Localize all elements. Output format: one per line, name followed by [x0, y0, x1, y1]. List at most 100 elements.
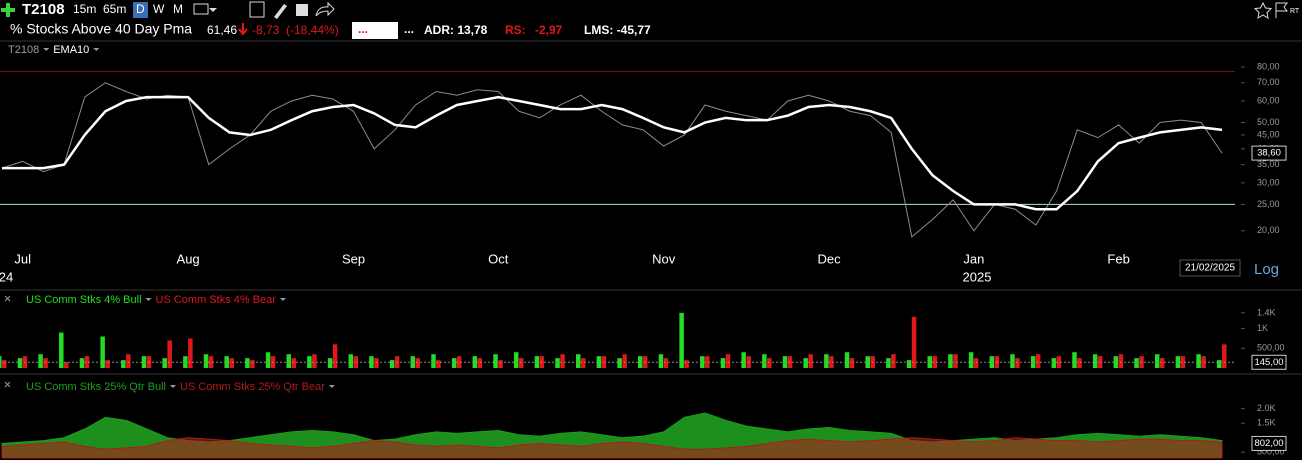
- bar: [105, 360, 110, 368]
- bar: [188, 338, 193, 368]
- bar: [472, 356, 478, 368]
- y-tick-label: 30,00: [1257, 177, 1280, 187]
- year-label: 24: [0, 269, 13, 284]
- bar: [100, 336, 105, 368]
- add-icon[interactable]: [1, 3, 15, 17]
- dropdown-icon[interactable]: [209, 8, 217, 12]
- bar: [167, 340, 172, 368]
- legend-dropdown: [169, 385, 176, 388]
- bar: [808, 354, 813, 368]
- bar: [1217, 360, 1222, 368]
- y-tick-label: 50,00: [1257, 117, 1280, 127]
- interval[interactable]: W: [153, 2, 165, 16]
- bar: [312, 354, 317, 368]
- adr: ADR: 13,78: [424, 23, 488, 37]
- bar: [79, 358, 85, 368]
- panel: US Comm Stks 25% Qtr Bull US Comm Stks 25…: [1, 381, 1287, 459]
- interval[interactable]: M: [173, 2, 183, 16]
- y-tick-label: 1.5K: [1257, 418, 1276, 428]
- bar: [575, 354, 581, 368]
- bar: [658, 354, 664, 368]
- bar: [1010, 354, 1015, 368]
- year-label: 2025: [963, 269, 992, 284]
- bar: [787, 356, 793, 368]
- bar: [1015, 358, 1020, 368]
- last-value-label: 38,60: [1257, 148, 1281, 159]
- y-tick-label: 1K: [1257, 323, 1268, 333]
- bar: [141, 356, 147, 368]
- bar: [601, 356, 607, 368]
- draw-icon[interactable]: [274, 4, 287, 19]
- y-tick-label: 2.0K: [1257, 403, 1276, 413]
- bar: [456, 356, 462, 368]
- bar: [1222, 344, 1227, 368]
- star-icon[interactable]: [1253, 1, 1273, 19]
- bar: [1072, 352, 1077, 368]
- last-price: 61,46: [207, 23, 237, 37]
- bar: [891, 354, 896, 368]
- bar: [374, 358, 379, 368]
- interval[interactable]: D: [136, 2, 145, 16]
- date-box: [1179, 259, 1241, 277]
- last-value-label: 145,00: [1254, 357, 1283, 368]
- bar: [580, 358, 586, 368]
- x-tick-label: Sep: [342, 251, 365, 266]
- bar: [1154, 354, 1160, 368]
- flag-icon[interactable]: [1275, 2, 1288, 18]
- bar: [1092, 354, 1098, 368]
- area: [1, 437, 1223, 459]
- bar: [617, 358, 622, 368]
- bar: [973, 358, 979, 368]
- legend-dropdown: [145, 298, 152, 301]
- bar: [2, 360, 7, 368]
- bar: [829, 356, 834, 368]
- y-tick-label: 20,00: [1257, 225, 1280, 235]
- template-icon[interactable]: [296, 4, 308, 16]
- calc-icon[interactable]: [249, 1, 265, 18]
- y-tick-label: 45,00: [1257, 129, 1280, 139]
- interval[interactable]: 65m: [103, 2, 126, 16]
- close-icon[interactable]: [4, 381, 11, 388]
- bar: [1159, 358, 1165, 368]
- bar: [1180, 356, 1186, 368]
- legend-entry: T2108: [8, 44, 39, 56]
- bar: [865, 356, 870, 368]
- bar: [679, 312, 684, 368]
- bar: [43, 358, 48, 368]
- bar: [886, 358, 891, 368]
- chart-type-icon[interactable]: [193, 3, 209, 15]
- line: [1, 82, 1223, 238]
- flag: ...: [358, 22, 368, 36]
- bar: [17, 358, 23, 368]
- bar: [968, 352, 974, 368]
- legend-dropdown: [328, 385, 335, 388]
- bar: [208, 356, 214, 368]
- last-value-label: 802,00: [1254, 438, 1283, 449]
- bar: [493, 354, 498, 368]
- bar: [1196, 354, 1201, 368]
- bar: [415, 358, 421, 368]
- interval-selected-bg: [133, 2, 148, 18]
- x-tick-label: Nov: [652, 251, 676, 266]
- scale-toggle[interactable]: Log: [1254, 261, 1279, 278]
- y-tick-label: 70,00: [1257, 77, 1280, 87]
- bar: [720, 358, 726, 368]
- close-icon[interactable]: [4, 295, 11, 302]
- legend-entry: US Comm Stks 4% Bull: [26, 294, 142, 306]
- bar: [1134, 358, 1139, 368]
- bar: [224, 356, 229, 368]
- x-tick-label: Dec: [818, 251, 842, 266]
- bar: [849, 358, 855, 368]
- bar: [596, 356, 602, 368]
- y-tick-label: 25,00: [1257, 199, 1280, 209]
- bar: [844, 352, 850, 368]
- bar: [59, 332, 64, 368]
- symbol[interactable]: T2108: [22, 1, 65, 18]
- bar: [725, 354, 731, 368]
- share-icon[interactable]: [315, 1, 335, 17]
- interval[interactable]: 15m: [73, 2, 96, 16]
- bar: [286, 354, 291, 368]
